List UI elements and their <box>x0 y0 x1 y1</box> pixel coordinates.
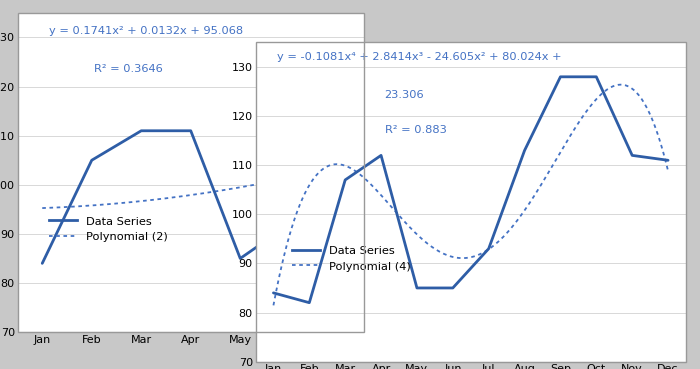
Text: y = 0.1741x² + 0.0132x + 95.068: y = 0.1741x² + 0.0132x + 95.068 <box>49 26 243 36</box>
Text: R² = 0.883: R² = 0.883 <box>385 125 447 135</box>
Text: y = -0.1081x⁴ + 2.8414x³ - 24.605x² + 80.024x +: y = -0.1081x⁴ + 2.8414x³ - 24.605x² + 80… <box>277 52 561 62</box>
Legend: Data Series, Polynomial (2): Data Series, Polynomial (2) <box>44 211 172 246</box>
Text: 23.306: 23.306 <box>385 90 424 100</box>
Legend: Data Series, Polynomial (4): Data Series, Polynomial (4) <box>287 241 416 276</box>
Text: R² = 0.3646: R² = 0.3646 <box>94 64 162 74</box>
